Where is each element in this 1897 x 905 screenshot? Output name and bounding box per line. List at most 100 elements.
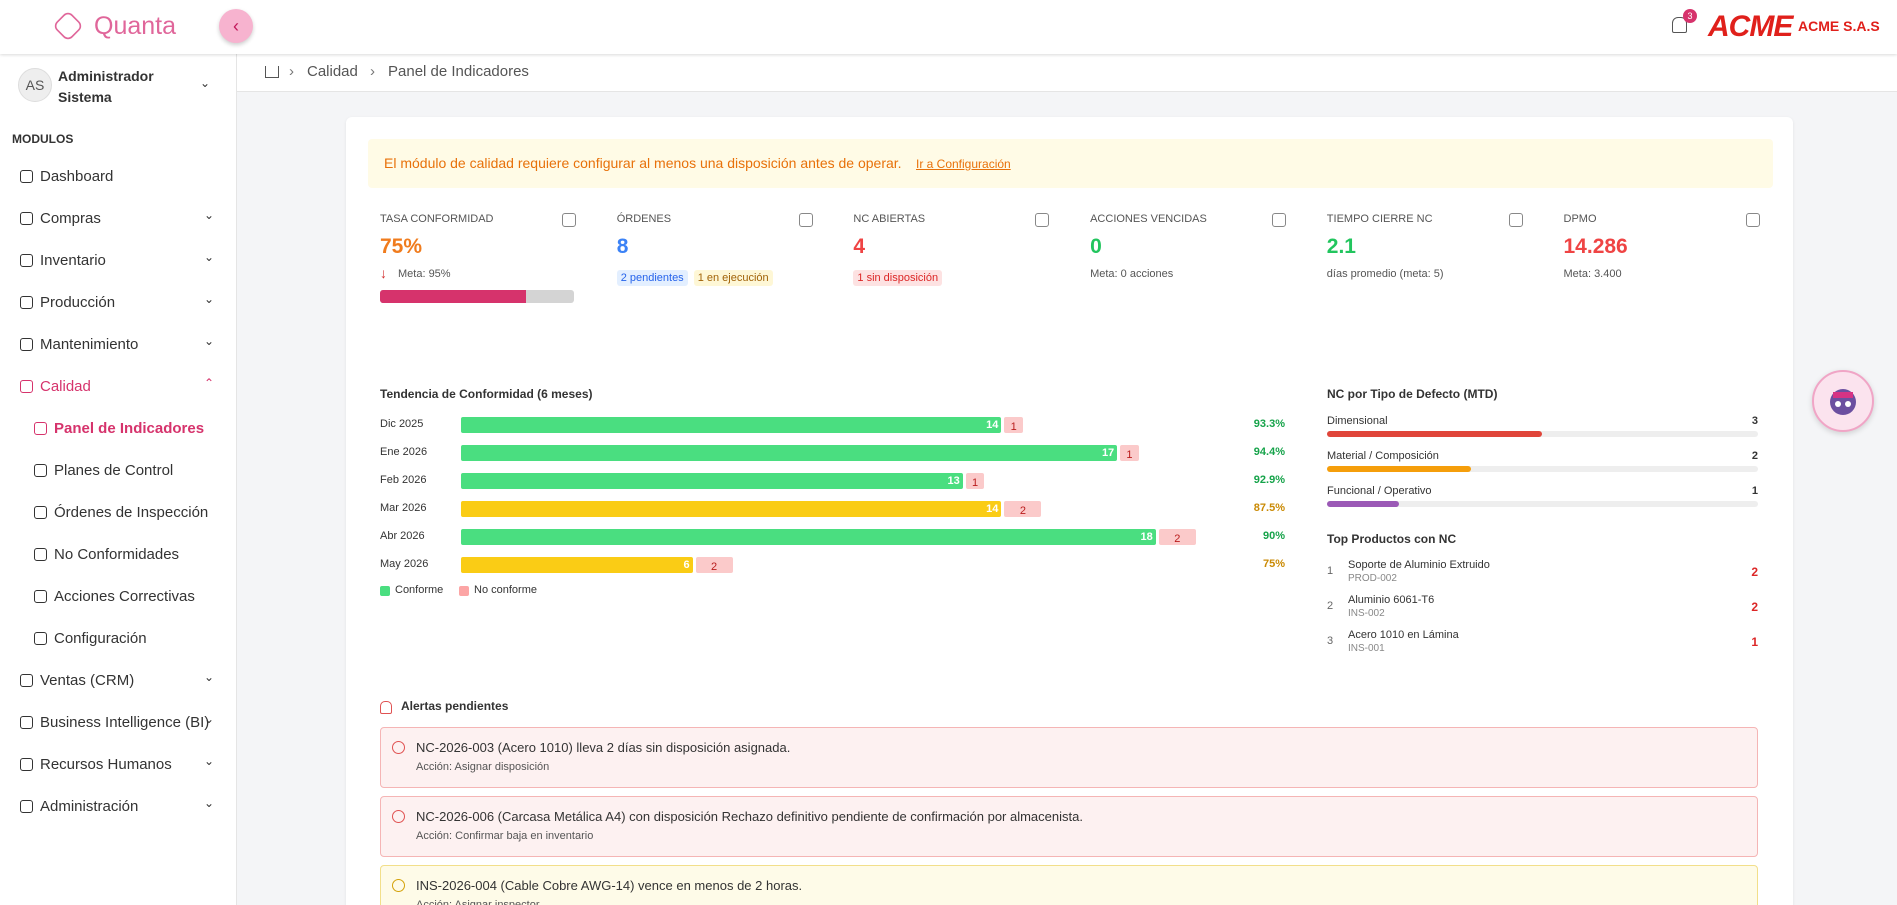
bar-value: 6 bbox=[683, 559, 690, 571]
icon bbox=[20, 338, 33, 351]
rate-label: 92.9% bbox=[1253, 474, 1285, 486]
kpi-icon bbox=[562, 213, 576, 227]
icon bbox=[34, 548, 47, 561]
nav-chevron: ⌄ bbox=[204, 670, 215, 684]
kpi-value: 4 bbox=[853, 235, 866, 258]
product-count: 2 bbox=[1751, 565, 1758, 579]
nav-item[interactable]: Ventas (CRM) ⌄ bbox=[0, 667, 236, 695]
icon bbox=[34, 506, 47, 519]
bar-value: 17 bbox=[1101, 447, 1115, 459]
month-label: Dic 2025 bbox=[380, 418, 424, 430]
legend-swatch bbox=[459, 586, 469, 596]
home-icon[interactable] bbox=[265, 66, 279, 78]
nav-chevron: ⌄ bbox=[204, 334, 215, 348]
kpi-badge: 1 en ejecución bbox=[693, 270, 773, 286]
sub-nav-item[interactable]: Acciones Correctivas bbox=[0, 583, 236, 611]
nav-item[interactable]: Business Intelligence (BI) ⌄ bbox=[0, 709, 236, 737]
kpi-label: ACCIONES VENCIDAS bbox=[1090, 213, 1207, 225]
bar-value: 1 bbox=[971, 477, 979, 489]
product-count: 2 bbox=[1751, 600, 1758, 614]
product-code: PROD-002 bbox=[1348, 573, 1397, 584]
bar-value: 1 bbox=[1010, 421, 1017, 433]
alerts-bell bbox=[380, 701, 392, 714]
icon bbox=[20, 716, 33, 729]
nav-item[interactable]: Producción ⌄ bbox=[0, 289, 236, 317]
kpi-value: 75% bbox=[380, 235, 423, 258]
product-count: 1 bbox=[1751, 635, 1758, 649]
sub-nav-label: Órdenes de Inspección bbox=[54, 504, 209, 521]
sub-nav-item[interactable]: Panel de Indicadores bbox=[0, 415, 236, 443]
product-name: Soporte de Aluminio Extruido bbox=[1348, 559, 1490, 571]
defect-bar bbox=[1327, 501, 1399, 507]
kpi-value: 2.1 bbox=[1326, 235, 1356, 258]
assistant-button[interactable] bbox=[1812, 370, 1874, 432]
sidebar: AS Administrador Sistema ⌄ MODULOS Dashboard… bbox=[0, 54, 237, 905]
breadcrumb-item[interactable]: Calidad bbox=[307, 63, 358, 80]
kpi: ÓRDENES 8 2 pendientes 1 en ejecución bbox=[616, 213, 817, 333]
company-name: ACME S.A.S bbox=[1798, 18, 1880, 34]
conforme-bar: 17 bbox=[461, 445, 1118, 461]
collapse-button[interactable]: ‹ bbox=[219, 9, 253, 43]
nav-chevron: ⌄ bbox=[204, 208, 215, 222]
nav-item[interactable]: Inventario ⌄ bbox=[0, 247, 236, 275]
conforme-bar: 6 bbox=[461, 557, 693, 573]
nav-label: Compras bbox=[40, 210, 101, 227]
conforme-bar: 18 bbox=[461, 529, 1156, 545]
nav-item[interactable]: Mantenimiento ⌄ bbox=[0, 331, 236, 359]
nc-bar: 2 bbox=[1158, 529, 1196, 545]
breadcrumb-separator: › bbox=[370, 63, 375, 80]
product-rank: 2 bbox=[1327, 600, 1334, 612]
month-label: Mar 2026 bbox=[380, 502, 427, 514]
bar-value: 1 bbox=[1126, 449, 1133, 461]
nc-bar: 1 bbox=[1004, 417, 1023, 433]
defect-count: 3 bbox=[1751, 415, 1758, 427]
progress-track bbox=[380, 290, 574, 303]
nav-item[interactable]: Recursos Humanos ⌄ bbox=[0, 751, 236, 779]
banner-link[interactable]: Ir a Configuración bbox=[916, 157, 1011, 171]
nav-item[interactable]: Compras ⌄ bbox=[0, 205, 236, 233]
user-menu[interactable]: ⌄ bbox=[200, 76, 211, 90]
product-rank: 1 bbox=[1327, 565, 1334, 577]
bar-value: 14 bbox=[986, 503, 999, 515]
breadcrumb: › Calidad › Panel de Indicadores bbox=[237, 54, 1897, 92]
nav-item[interactable]: Dashboard bbox=[0, 163, 236, 191]
bar-value: 2 bbox=[1019, 505, 1026, 517]
nav-item[interactable]: Calidad ⌃ bbox=[0, 373, 236, 401]
alert-message: INS-2026-004 (Cable Cobre AWG-14) vence … bbox=[416, 878, 803, 893]
conforme-bar: 13 bbox=[461, 473, 963, 489]
kpi-value: 14.286 bbox=[1563, 235, 1628, 258]
icon bbox=[20, 296, 33, 309]
alert-icon bbox=[392, 741, 405, 754]
progress-fill bbox=[380, 290, 526, 303]
sub-nav-item[interactable]: No Conformidades bbox=[0, 541, 236, 569]
defect-track bbox=[1327, 431, 1758, 437]
rate-label: 75% bbox=[1262, 558, 1285, 570]
bar-value: 2 bbox=[1174, 533, 1181, 545]
sub-nav-item[interactable]: Planes de Control bbox=[0, 457, 236, 485]
nav-label: Inventario bbox=[40, 252, 106, 269]
alert: INS-2026-004 (Cable Cobre AWG-14) vence … bbox=[380, 865, 1758, 905]
kpi: ACCIONES VENCIDAS 0 Meta: 0 acciones bbox=[1090, 213, 1290, 333]
defect-track bbox=[1327, 501, 1758, 507]
rate-label: 90% bbox=[1262, 530, 1285, 542]
nav-chevron: ⌄ bbox=[204, 292, 215, 306]
icon bbox=[20, 380, 33, 393]
sub-nav-item[interactable]: Configuración bbox=[0, 625, 236, 653]
dashboard-card: El módulo de calidad requiere configurar… bbox=[346, 117, 1793, 905]
defect-bar bbox=[1327, 431, 1543, 437]
sub-nav-label: Acciones Correctivas bbox=[54, 588, 195, 605]
product-code: INS-001 bbox=[1348, 643, 1385, 654]
chart-title: Tendencia de Conformidad (6 meses) bbox=[380, 387, 593, 401]
sub-nav-label: Configuración bbox=[54, 630, 147, 647]
nav-chevron: ⌄ bbox=[204, 250, 215, 264]
kpi-icon bbox=[1745, 213, 1760, 227]
nav-label: Mantenimiento bbox=[40, 336, 139, 353]
nav-item[interactable]: Administración ⌄ bbox=[0, 793, 236, 821]
kpi-icon bbox=[1272, 213, 1287, 227]
product-name: Aluminio 6061-T6 bbox=[1348, 594, 1435, 606]
notification-bell[interactable] bbox=[1672, 17, 1687, 33]
kpi-icon bbox=[798, 213, 813, 227]
sub-nav-label: Panel de Indicadores bbox=[54, 420, 205, 437]
sub-nav-item[interactable]: Órdenes de Inspección bbox=[0, 499, 236, 527]
